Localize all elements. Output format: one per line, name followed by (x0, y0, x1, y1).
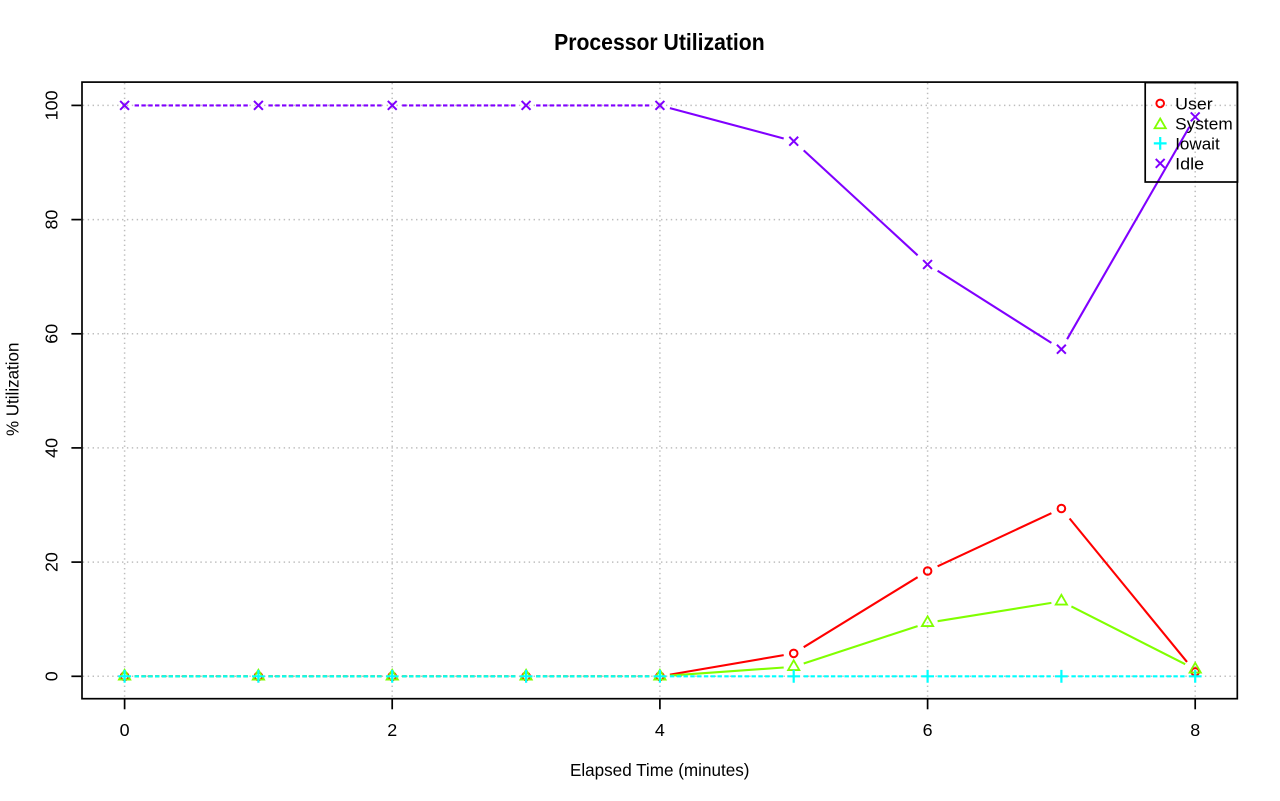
svg-text:6: 6 (923, 720, 933, 740)
svg-text:0: 0 (41, 671, 61, 681)
svg-text:2: 2 (387, 720, 397, 740)
svg-text:20: 20 (41, 552, 61, 572)
svg-text:100: 100 (41, 90, 61, 120)
svg-text:System: System (1175, 115, 1233, 134)
svg-text:60: 60 (41, 324, 61, 344)
svg-text:40: 40 (41, 438, 61, 458)
svg-text:0: 0 (120, 720, 130, 740)
svg-text:8: 8 (1190, 720, 1200, 740)
svg-text:4: 4 (655, 720, 665, 740)
svg-text:Processor Utilization: Processor Utilization (554, 29, 765, 55)
svg-text:% Utilization: % Utilization (3, 343, 23, 437)
svg-text:Idle: Idle (1175, 155, 1204, 174)
svg-text:Elapsed Time (minutes): Elapsed Time (minutes) (570, 760, 750, 780)
svg-text:User: User (1175, 95, 1213, 114)
svg-text:80: 80 (41, 210, 61, 230)
svg-text:Iowait: Iowait (1175, 135, 1220, 154)
